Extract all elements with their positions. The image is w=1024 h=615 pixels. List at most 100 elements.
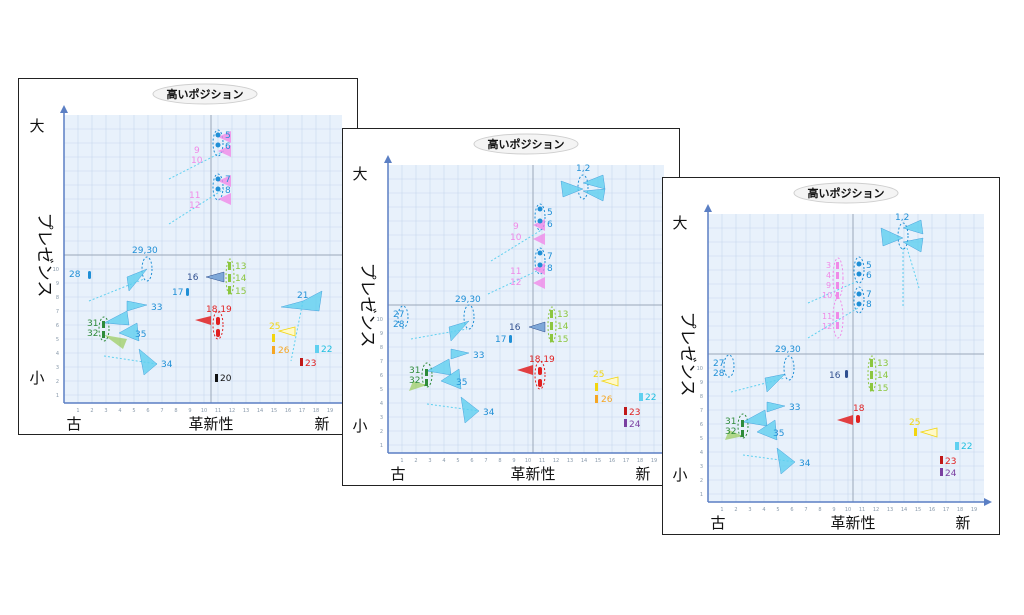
point-18: [856, 415, 860, 423]
marker-12: 12: [189, 201, 200, 211]
x-tick-label: 10: [525, 458, 531, 464]
marker-15: 15: [877, 384, 888, 394]
point-33: [766, 401, 786, 413]
cluster-13-15: 13 14 15: [867, 355, 889, 394]
plot-area: [708, 214, 984, 502]
x-tick-label: 5: [776, 507, 779, 513]
marker-14: 14: [877, 371, 889, 381]
x-tick-label: 10: [201, 408, 207, 414]
marker-15: 15: [557, 335, 568, 345]
y-axis-arrow-icon: [60, 105, 68, 113]
marker-7: 7: [866, 290, 872, 300]
grid-lines: [64, 115, 342, 403]
x-tick-label: 4: [442, 458, 445, 464]
point-25: [277, 326, 296, 337]
marker-34: 34: [799, 459, 811, 469]
x-tick-label: 11: [215, 408, 221, 414]
x-tick-label: 2: [414, 458, 417, 464]
marker-22: 22: [645, 393, 656, 403]
x-tick-label: 14: [901, 507, 907, 513]
y-tick-label: 5: [380, 387, 383, 393]
x-label-center: 革新性: [510, 465, 555, 483]
y-tick-label: 2: [56, 379, 59, 385]
point-33: [450, 348, 470, 360]
marker-24: 24: [629, 420, 641, 430]
y-tick-label: 9: [380, 331, 383, 337]
y-axis-arrow-icon: [704, 204, 712, 212]
y-tick-label: 2: [700, 478, 703, 484]
position-map-svg-1: 高いポジション 大 小 プレゼンス 古 革新性 新: [29, 83, 350, 433]
y-tick-label: 4: [380, 401, 383, 407]
point-25-bar: [914, 428, 917, 436]
title-cloud: 高いポジション: [793, 182, 899, 204]
x-tick-label: 10: [845, 507, 851, 513]
grid-lines: [388, 165, 664, 453]
cluster-29-30: 29,30: [410, 295, 481, 342]
point-25-bar: [595, 383, 598, 391]
marker-18-19: 18,19: [529, 355, 555, 365]
cluster-18-19: 18,19: [195, 305, 232, 340]
cluster-31-32-35: 31 32 35: [725, 409, 784, 441]
marker-26: 26: [601, 395, 613, 405]
marker-5: 5: [866, 261, 872, 271]
point-17: [509, 335, 512, 343]
position-map-panel-2: 高いポジション 大 小 プレゼンス 古 革新性 新 1,2: [342, 128, 680, 486]
cluster-1-2: 1,2: [880, 213, 924, 308]
y-tick-label: 3: [380, 415, 383, 421]
x-tick-label: 9: [832, 507, 835, 513]
x-tick-label: 17: [943, 507, 949, 513]
x-label-center: 革新性: [188, 415, 233, 433]
marker-5: 5: [225, 131, 231, 141]
y-tick-label: 1: [700, 492, 703, 498]
y-tick-label: 5: [56, 337, 59, 343]
plot-area: [388, 165, 664, 453]
y-label-top: 大: [352, 165, 367, 183]
marker-32: 32: [725, 427, 736, 437]
cluster-31-32-35: 31 32 35: [87, 310, 146, 349]
point-22: [955, 442, 959, 450]
marker-25: 25: [269, 322, 280, 332]
position-map-svg-2: 高いポジション 大 小 プレゼンス 古 革新性 新 1,2: [352, 133, 672, 483]
y-label-side: プレゼンス: [677, 312, 697, 397]
marker-23: 23: [945, 457, 956, 467]
x-tick-label: 16: [609, 458, 615, 464]
position-map-panel-1: 高いポジション 大 小 プレゼンス 古 革新性 新: [18, 78, 358, 435]
chart-title: 高いポジション: [808, 186, 885, 200]
marker-1-2: 1,2: [895, 213, 909, 223]
marker-5: 5: [547, 208, 553, 218]
marker-3: 3: [826, 261, 831, 270]
marker-12: 12: [822, 322, 832, 331]
marker-8: 8: [547, 264, 553, 274]
x-tick-label: 18: [313, 408, 319, 414]
point-16: [528, 321, 546, 333]
marker-16: 16: [187, 273, 199, 283]
cluster-1-2: 1,2: [560, 164, 606, 202]
x-tick-label: 3: [428, 458, 431, 464]
marker-22: 22: [321, 345, 332, 355]
x-tick-label: 2: [734, 507, 737, 513]
marker-8: 8: [225, 186, 231, 196]
marker-6: 6: [225, 142, 231, 152]
cluster-13-15: 13 14 15: [225, 258, 247, 297]
marker-11: 11: [510, 267, 521, 277]
x-tick-label: 19: [971, 507, 977, 513]
marker-22: 22: [961, 442, 972, 452]
point-22: [639, 393, 643, 401]
y-tick-label: 5: [700, 436, 703, 442]
marker-34: 34: [161, 360, 173, 370]
marker-17: 17: [495, 335, 506, 345]
marker-4: 4: [826, 271, 831, 280]
x-tick-label: 3: [748, 507, 751, 513]
x-tick-label: 8: [818, 507, 821, 513]
marker-35: 35: [773, 429, 784, 439]
y-tick-label: 7: [700, 408, 703, 414]
marker-13: 13: [235, 262, 246, 272]
marker-6: 6: [547, 220, 553, 230]
marker-15: 15: [235, 287, 246, 297]
x-tick-label: 11: [539, 458, 545, 464]
x-tick-label: 19: [651, 458, 657, 464]
point-33: [126, 300, 148, 312]
x-tick-label: 6: [146, 408, 149, 414]
y-tick-label: 1: [56, 393, 59, 399]
x-label-right: 新: [314, 415, 329, 433]
